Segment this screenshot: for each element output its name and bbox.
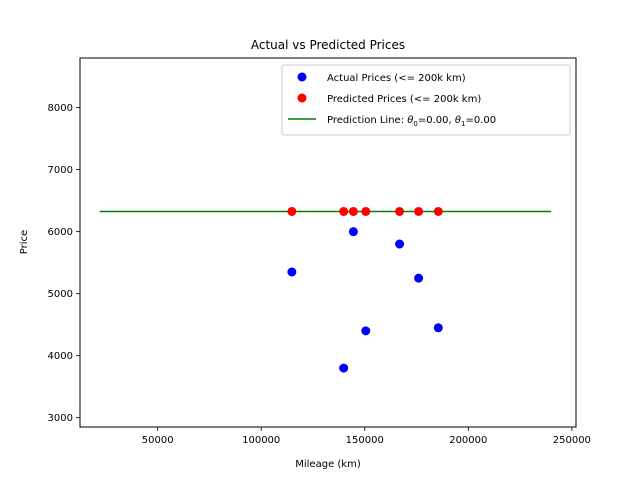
predicted-price-point [414,206,424,216]
y-tick-label: 4000 [48,351,73,362]
legend-frame [281,64,571,136]
y-tick-label: 8000 [48,103,73,114]
legend-label-actual: Actual Prices (<= 200k km) [327,73,466,84]
x-tick-label: 200000 [449,435,487,446]
legend-theta0: θ [407,115,413,126]
predicted-price-point [339,206,349,216]
y-tick-label: 7000 [48,165,73,176]
y-axis-ticks: 3000 4000 5000 6000 7000 8000 [48,103,80,424]
y-axis-label: Price [19,230,30,254]
x-tick-label: 250000 [553,435,591,446]
legend-marker-predicted [297,93,307,103]
predicted-price-point [395,206,405,216]
actual-price-point [339,363,349,373]
chart-title: Actual vs Predicted Prices [251,38,405,52]
x-tick-label: 50000 [142,435,174,446]
axes-frame [79,57,577,428]
legend: Actual Prices (<= 200k km) Predicted Pri… [281,64,571,136]
actual-price-point [414,273,424,283]
plot-area [99,206,552,373]
actual-price-point [395,239,405,249]
legend-line-suffix: =0.00 [465,115,496,126]
predicted-price-point [433,206,443,216]
legend-label-predicted: Predicted Prices (<= 200k km) [327,94,481,105]
x-axis-ticks: 50000 100000 150000 200000 250000 [142,427,591,446]
y-tick-label: 6000 [48,227,73,238]
legend-theta1: θ [455,115,461,126]
legend-marker-actual [297,72,307,82]
x-tick-label: 150000 [346,435,384,446]
x-tick-label: 100000 [242,435,280,446]
legend-theta1-sub: 1 [461,120,465,128]
predicted-price-point [287,206,297,216]
actual-price-point [348,227,358,237]
actual-price-point [433,323,443,333]
predicted-price-point [348,206,358,216]
actual-price-point [287,267,297,277]
y-tick-label: 3000 [48,413,73,424]
legend-theta0-sub: 0 [413,120,417,128]
actual-price-point [361,326,371,336]
legend-label-line: Prediction Line: θ0=0.00, θ1=0.00 [327,115,496,128]
y-tick-label: 5000 [48,289,73,300]
legend-line-mid: =0.00, [418,115,455,126]
legend-line-prefix: Prediction Line: [327,115,407,126]
x-axis-label: Mileage (km) [295,459,361,470]
predicted-price-point [361,206,371,216]
